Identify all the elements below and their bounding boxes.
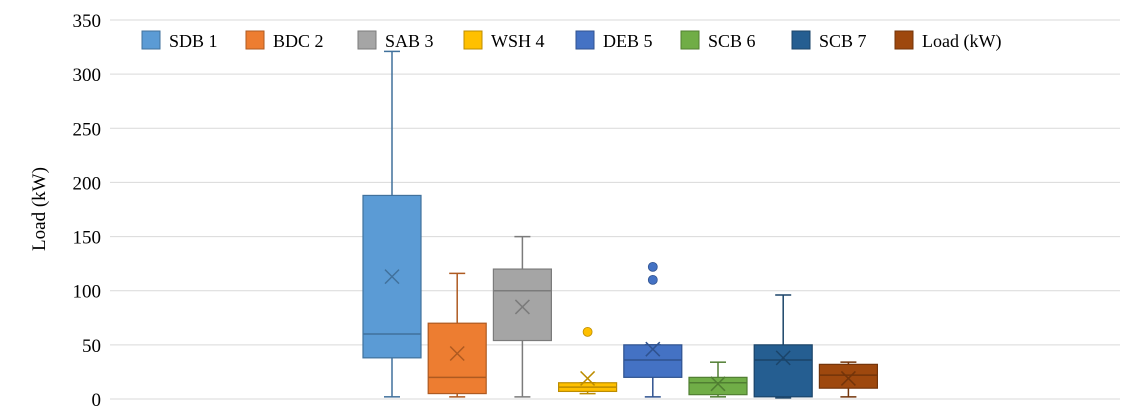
y-tick-label: 300 xyxy=(73,65,102,86)
legend-swatch xyxy=(245,30,265,50)
box-iqr xyxy=(427,322,487,395)
box-bdc-2 xyxy=(427,272,487,398)
mean-marker xyxy=(710,376,726,392)
mean-marker xyxy=(514,299,530,315)
y-axis-title: Load (kW) xyxy=(29,167,50,251)
legend-label: WSH 4 xyxy=(491,31,545,51)
mean-marker xyxy=(645,341,661,357)
box-iqr xyxy=(753,344,813,398)
box-scb-6 xyxy=(688,361,748,398)
y-tick-label: 250 xyxy=(73,119,102,140)
legend-swatch xyxy=(575,30,595,50)
legend-swatch xyxy=(680,30,700,50)
mean-marker xyxy=(449,345,465,362)
box-sdb-1 xyxy=(362,50,422,398)
box-iqr xyxy=(492,268,552,342)
box-scb-7 xyxy=(753,294,813,399)
legend-label: BDC 2 xyxy=(273,31,324,51)
legend: SDB 1 BDC 2 SAB 3 WSH 4 DEB 5 SCB 6 SCB 7 Load … xyxy=(141,30,1001,52)
box-wsh-4 xyxy=(557,326,618,395)
gridlines xyxy=(110,19,1120,400)
outlier-point xyxy=(647,261,658,272)
outlier-point xyxy=(582,326,593,337)
legend-swatch xyxy=(141,30,161,50)
legend-swatch xyxy=(894,30,914,50)
y-tick-label: 50 xyxy=(82,336,101,357)
legend-swatch xyxy=(357,30,377,50)
outlier-point xyxy=(647,274,658,285)
box-iqr xyxy=(623,344,683,378)
box-deb-5 xyxy=(623,261,683,398)
box-iqr xyxy=(688,376,748,396)
box-series xyxy=(362,50,879,399)
legend-label: SCB 6 xyxy=(708,31,756,51)
legend-label: SAB 3 xyxy=(385,31,434,51)
legend-swatch xyxy=(463,30,483,50)
y-axis-tick-labels: 0 50 100 150 200 250 300 350 xyxy=(73,11,102,408)
legend-label: SDB 1 xyxy=(169,31,218,51)
legend-label: Load (kW) xyxy=(922,31,1001,52)
mean-marker xyxy=(580,370,596,386)
box-load-kw xyxy=(818,361,879,398)
y-tick-label: 100 xyxy=(73,282,102,303)
mean-marker xyxy=(840,370,856,386)
y-tick-label: 0 xyxy=(92,390,102,408)
mean-marker xyxy=(384,269,400,285)
legend-label: SCB 7 xyxy=(819,31,867,51)
y-tick-label: 350 xyxy=(73,11,102,32)
y-tick-label: 200 xyxy=(73,173,102,194)
legend-swatch xyxy=(791,30,811,50)
box-sab-3 xyxy=(492,235,552,398)
mean-marker xyxy=(775,350,791,366)
box-iqr xyxy=(818,363,879,389)
legend-label: DEB 5 xyxy=(603,31,653,51)
y-tick-label: 150 xyxy=(73,228,102,249)
